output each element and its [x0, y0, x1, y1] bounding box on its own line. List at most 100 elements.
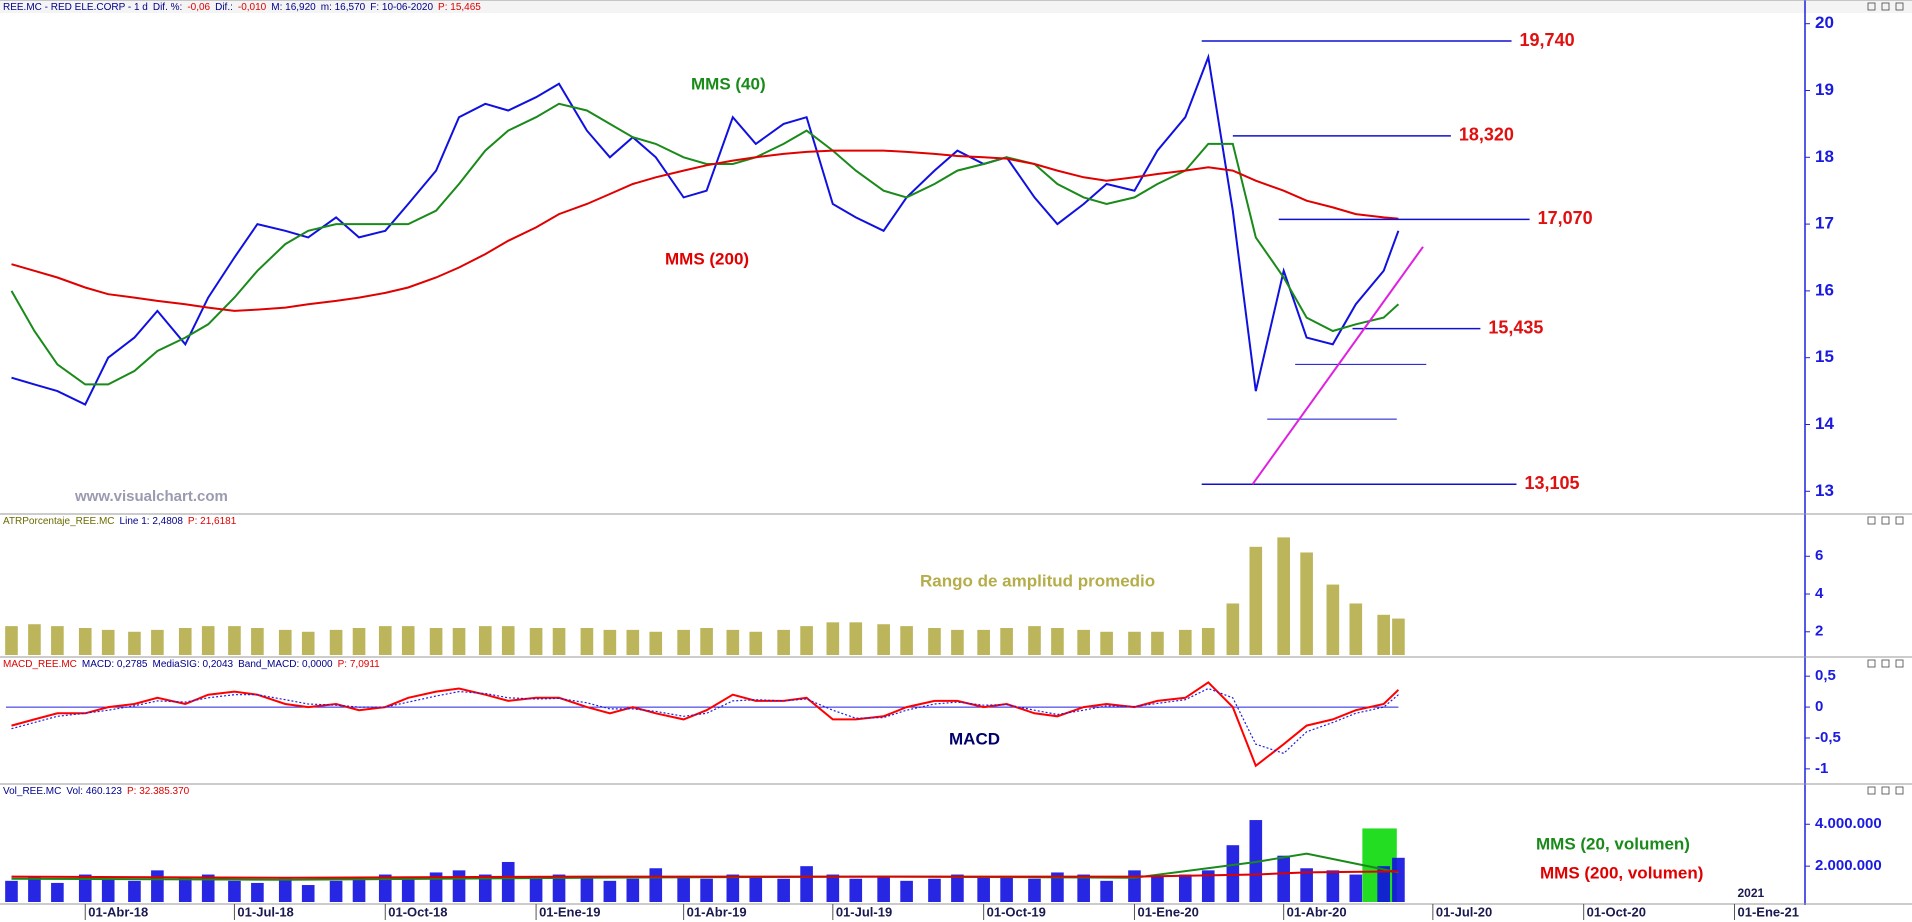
bar [452, 870, 466, 902]
x-tick-label: 01-Abr-19 [687, 904, 747, 919]
bar [726, 874, 740, 902]
y-tick-label: -1 [1815, 760, 1828, 777]
bar [101, 878, 115, 902]
bar [1377, 866, 1390, 902]
bar [51, 882, 64, 902]
bar [552, 628, 566, 655]
bar [251, 628, 264, 655]
series-label: MMS (20, volumen) [1536, 834, 1690, 853]
header-part: M: 16,920 [271, 2, 316, 13]
header-part: P: 21,6181 [188, 516, 237, 527]
y-tick-label: 17 [1815, 214, 1834, 233]
bar [228, 626, 241, 655]
series-label: Rango de amplitud promedio [920, 571, 1155, 590]
bar [378, 626, 392, 655]
y-tick-label: 0,5 [1815, 667, 1836, 684]
bar [28, 624, 41, 655]
bar [1000, 628, 1013, 655]
bar [1377, 614, 1390, 655]
bar [726, 629, 740, 655]
bar [552, 874, 566, 902]
bar [677, 629, 690, 655]
y-tick-label: 13 [1815, 481, 1834, 500]
level-label: 19,740 [1520, 30, 1575, 50]
bar [352, 876, 366, 902]
window-control [1881, 2, 1890, 11]
header-part: m: 16,570 [321, 2, 366, 13]
bar [800, 866, 813, 902]
window-control [1881, 786, 1890, 795]
bar [1051, 872, 1064, 902]
header-part: Vol_REE.MC [3, 786, 61, 797]
y-tick-label: 2 [1815, 623, 1823, 640]
window-control [1867, 786, 1876, 795]
bar [1392, 857, 1405, 902]
bar [749, 631, 763, 655]
series-label: MMS (200) [665, 249, 749, 268]
x-tick-label: 01-Abr-18 [88, 904, 148, 919]
bar [178, 876, 192, 902]
bar [1178, 874, 1192, 902]
bar [128, 631, 141, 655]
panel-header: REE.MC - RED ELE.CORP - 1 d Dif. %: -0,06 D… [3, 2, 481, 13]
bar [749, 876, 763, 902]
bar [1151, 631, 1164, 655]
y-tick-label: 15 [1815, 347, 1834, 366]
x-tick-label: 01-Abr-20 [1287, 904, 1347, 919]
window-control [1867, 516, 1876, 525]
window-control [1881, 659, 1890, 668]
level-label: 15,435 [1488, 317, 1543, 337]
window-control [1867, 659, 1876, 668]
x-tick-label: 01-Oct-20 [1587, 904, 1646, 919]
series-line [11, 149, 1399, 312]
x-tick-label: 01-Jul-20 [1436, 904, 1492, 919]
bar [278, 878, 292, 902]
series-label: MMS (200, volumen) [1540, 863, 1703, 882]
y-tick-label: 20 [1815, 13, 1834, 32]
bar [877, 876, 890, 902]
bar [928, 878, 941, 902]
bar [78, 874, 92, 902]
bar [78, 628, 92, 655]
header-part: Vol: 460.123 [66, 786, 122, 797]
series-line [11, 870, 1399, 879]
y-tick-label: 4 [1815, 585, 1824, 602]
bar [1392, 618, 1405, 655]
bar [1128, 870, 1141, 902]
header-part: MACD_REE.MC [3, 659, 77, 670]
x-tick-label: 01-Ene-21 [1738, 904, 1799, 919]
header-part: REE.MC - RED ELE.CORP - 1 d [3, 2, 148, 13]
header-part: F: 10-06-2020 [370, 2, 433, 13]
y-tick-label: 2.000.000 [1815, 857, 1882, 874]
bar [352, 628, 366, 655]
header-part: Dif. %: [153, 2, 182, 13]
level-label: 18,320 [1459, 125, 1514, 145]
bar [580, 876, 594, 902]
panel-header: Vol_REE.MC Vol: 460.123 P: 32.385.370 [3, 786, 190, 797]
x-tick-label: 01-Oct-18 [388, 904, 447, 919]
y-tick-label: 6 [1815, 547, 1823, 564]
bar [1226, 845, 1240, 902]
bar [1000, 876, 1013, 902]
bar [1300, 868, 1313, 902]
bar [626, 878, 640, 902]
bar [178, 628, 192, 655]
bar [478, 874, 492, 902]
series-line [11, 681, 1400, 768]
bar [1201, 870, 1215, 902]
window-control [1895, 786, 1904, 795]
bar [1326, 584, 1340, 655]
header-part: P: 7,0911 [338, 659, 381, 670]
bar [529, 628, 543, 655]
bar [1300, 552, 1313, 655]
bar [251, 882, 264, 902]
bar [128, 880, 141, 902]
x-tick-label: 01-Ene-19 [539, 904, 600, 919]
bar [1349, 874, 1363, 902]
bar [1151, 876, 1164, 902]
bar [928, 628, 941, 655]
header-part: Band_MACD: 0,0000 [238, 659, 333, 670]
bar [677, 876, 690, 902]
header-part: P: 15,465 [438, 2, 481, 13]
